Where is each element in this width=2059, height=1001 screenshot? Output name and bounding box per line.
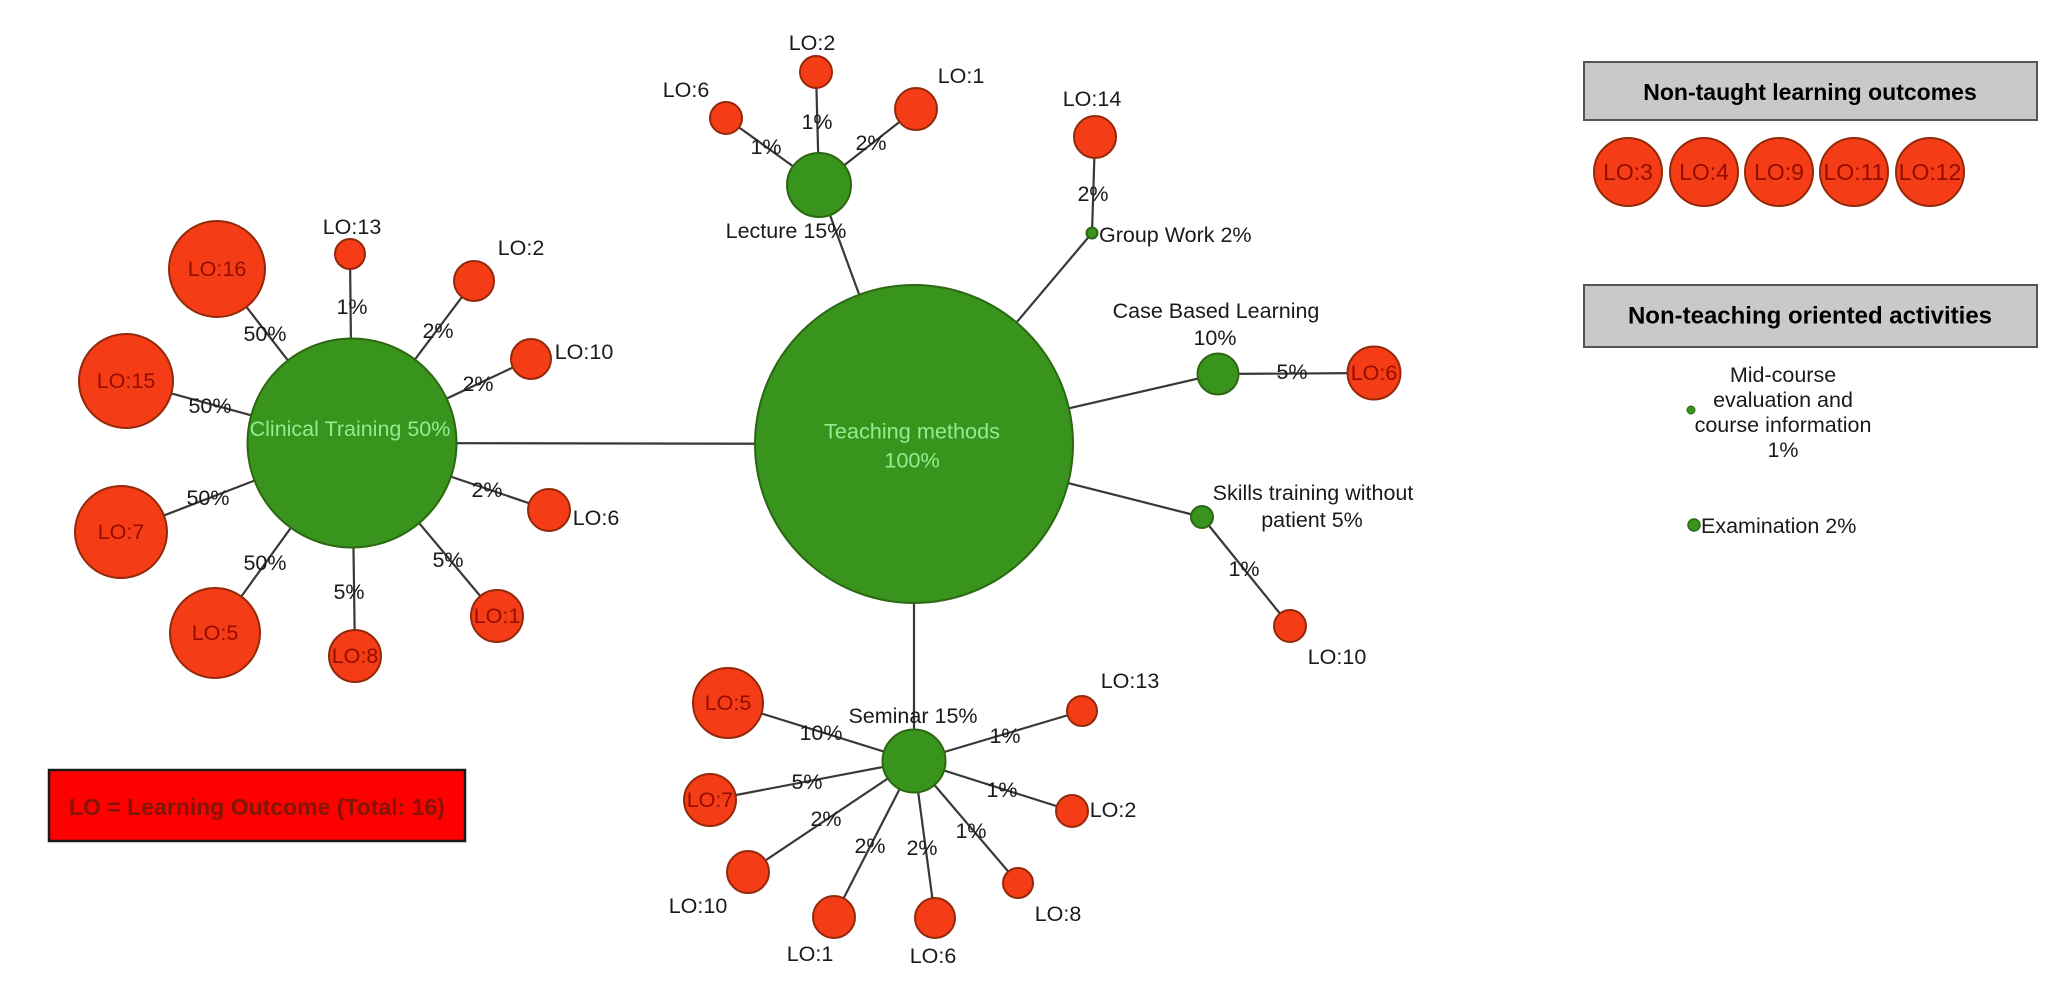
- svg-text:Non-taught learning outcomes: Non-taught learning outcomes: [1643, 79, 1977, 105]
- svg-text:2%: 2%: [906, 836, 937, 860]
- svg-text:LO:7: LO:7: [98, 520, 145, 544]
- svg-text:2%: 2%: [462, 372, 493, 396]
- svg-text:LO:3: LO:3: [1603, 159, 1653, 185]
- svg-text:LO:6: LO:6: [573, 506, 620, 530]
- svg-text:LO:12: LO:12: [1899, 159, 1962, 185]
- svg-text:50%: 50%: [243, 322, 286, 346]
- svg-text:LO:6: LO:6: [663, 78, 710, 102]
- svg-text:Skills training without: Skills training without: [1213, 481, 1414, 505]
- svg-text:LO:5: LO:5: [192, 621, 239, 645]
- svg-text:2%: 2%: [854, 834, 885, 858]
- svg-text:2%: 2%: [471, 478, 502, 502]
- svg-text:Group Work 2%: Group Work 2%: [1099, 223, 1252, 247]
- svg-text:LO:8: LO:8: [1035, 902, 1082, 926]
- svg-text:Lecture 15%: Lecture 15%: [726, 219, 847, 243]
- svg-text:1%: 1%: [336, 295, 367, 319]
- svg-text:50%: 50%: [188, 394, 231, 418]
- svg-text:LO:4: LO:4: [1679, 159, 1729, 185]
- svg-text:LO:2: LO:2: [789, 31, 836, 55]
- svg-text:Non-teaching oriented activiti: Non-teaching oriented activities: [1628, 303, 1992, 330]
- svg-text:5%: 5%: [791, 770, 822, 794]
- svg-text:1%: 1%: [1767, 438, 1798, 462]
- svg-text:10%: 10%: [1193, 326, 1236, 350]
- svg-text:LO:11: LO:11: [1824, 159, 1885, 185]
- svg-text:LO:7: LO:7: [687, 788, 734, 812]
- svg-text:Mid-course: Mid-course: [1730, 363, 1836, 387]
- svg-text:1%: 1%: [955, 819, 986, 843]
- svg-text:Examination 2%: Examination 2%: [1701, 514, 1856, 538]
- svg-text:patient 5%: patient 5%: [1261, 508, 1363, 532]
- svg-text:LO:16: LO:16: [188, 257, 247, 281]
- svg-text:100%: 100%: [884, 448, 939, 473]
- svg-text:LO:2: LO:2: [498, 236, 545, 260]
- svg-text:10%: 10%: [799, 721, 842, 745]
- svg-text:LO:8: LO:8: [332, 644, 379, 668]
- svg-text:LO:13: LO:13: [1101, 669, 1160, 693]
- svg-text:2%: 2%: [422, 319, 453, 343]
- svg-text:1%: 1%: [986, 778, 1017, 802]
- svg-text:LO:6: LO:6: [910, 944, 957, 968]
- svg-text:LO:1: LO:1: [474, 604, 521, 628]
- svg-text:2%: 2%: [1077, 182, 1108, 206]
- svg-text:LO:2: LO:2: [1090, 798, 1137, 822]
- svg-text:LO:10: LO:10: [1308, 645, 1367, 669]
- svg-text:course information: course information: [1695, 413, 1872, 437]
- svg-text:LO:10: LO:10: [669, 894, 728, 918]
- svg-text:1%: 1%: [801, 110, 832, 134]
- svg-text:LO:6: LO:6: [1351, 361, 1398, 385]
- svg-text:LO:10: LO:10: [555, 340, 614, 364]
- svg-text:LO:15: LO:15: [97, 369, 156, 393]
- svg-text:Clinical Training 50%: Clinical Training 50%: [250, 417, 451, 441]
- svg-text:5%: 5%: [1276, 360, 1307, 384]
- svg-text:evaluation and: evaluation and: [1713, 388, 1853, 412]
- svg-text:50%: 50%: [243, 551, 286, 575]
- svg-text:LO:9: LO:9: [1754, 159, 1804, 185]
- svg-text:1%: 1%: [989, 724, 1020, 748]
- svg-text:LO:5: LO:5: [705, 691, 752, 715]
- svg-text:LO:13: LO:13: [323, 215, 382, 239]
- svg-text:LO = Learning Outcome (Total:: LO = Learning Outcome (Total: 16): [69, 794, 445, 820]
- svg-text:2%: 2%: [810, 807, 841, 831]
- svg-text:LO:14: LO:14: [1063, 87, 1122, 111]
- svg-text:Case Based Learning: Case Based Learning: [1113, 299, 1320, 323]
- svg-text:5%: 5%: [333, 580, 364, 604]
- svg-text:LO:1: LO:1: [938, 64, 985, 88]
- svg-text:Teaching methods: Teaching methods: [824, 419, 1000, 444]
- svg-text:5%: 5%: [432, 548, 463, 572]
- svg-text:1%: 1%: [750, 135, 781, 159]
- svg-text:50%: 50%: [186, 486, 229, 510]
- svg-text:Seminar 15%: Seminar 15%: [848, 704, 977, 728]
- svg-text:2%: 2%: [855, 131, 886, 155]
- svg-text:LO:1: LO:1: [787, 942, 834, 966]
- svg-text:1%: 1%: [1228, 557, 1259, 581]
